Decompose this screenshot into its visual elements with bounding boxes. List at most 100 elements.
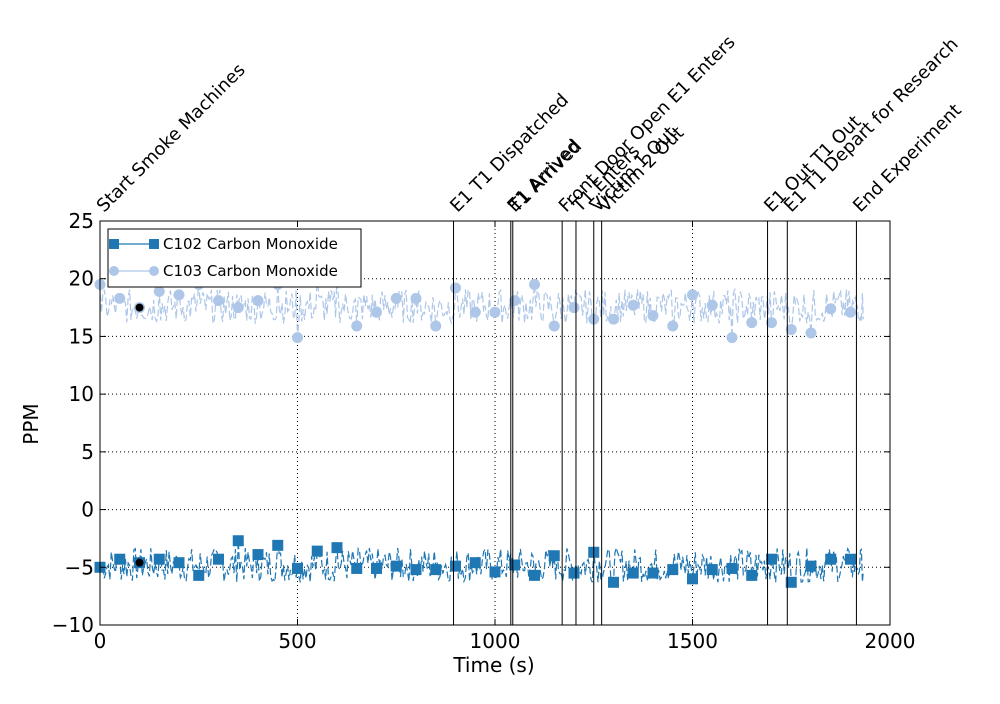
series-1-point — [410, 564, 422, 576]
series-2-point — [351, 320, 363, 332]
y-tick-label: −5 — [65, 555, 94, 579]
series-1-point — [193, 569, 205, 581]
series-2-point — [232, 302, 244, 314]
legend-marker — [109, 239, 119, 249]
series-1-point — [627, 567, 639, 579]
y-tick-label: 0 — [81, 498, 94, 522]
series-2-point — [548, 320, 560, 332]
series-2-point — [706, 299, 718, 311]
legend-box — [107, 228, 362, 288]
series-2-point — [430, 320, 442, 332]
series-1-point — [469, 557, 481, 569]
y-tick-label: 25 — [69, 209, 94, 233]
series-1-point — [706, 564, 718, 576]
series-1-point — [845, 553, 856, 565]
series-1-point — [371, 562, 382, 574]
legend-label: C102 Carbon Monoxide — [163, 235, 338, 253]
series-1-point — [213, 553, 224, 565]
series-2-point — [647, 310, 659, 322]
legend-marker — [149, 239, 159, 249]
event-label: Start Smoke Machines — [93, 60, 250, 217]
series-2-point — [687, 289, 698, 301]
grid — [100, 221, 890, 625]
legend-marker — [109, 266, 119, 276]
y-tick-label: 10 — [69, 382, 94, 406]
y-axis-label: PPM — [19, 403, 43, 444]
series-1-point — [805, 560, 817, 572]
y-tick-label: 15 — [69, 324, 94, 348]
annotation-point — [135, 558, 144, 567]
series-1-point — [489, 566, 501, 578]
y-tick-label: 5 — [81, 440, 94, 464]
series-2-point — [213, 295, 224, 307]
x-tick-label: 0 — [94, 629, 107, 653]
series-2-point — [726, 332, 738, 344]
series-1-point — [114, 553, 126, 565]
series-1-point — [568, 567, 580, 579]
series-1-point — [450, 560, 461, 572]
x-tick-label: 500 — [278, 629, 316, 653]
series-1-point — [351, 562, 363, 574]
series-2-point — [825, 303, 837, 315]
series-2-point — [371, 306, 382, 318]
x-tick-label: 2000 — [865, 629, 916, 653]
series-2-point — [450, 282, 461, 294]
event-lines — [453, 221, 857, 625]
tick-labels: 0 500 1000 1500 2000 −10 −5 0 5 10 15 20 25 — [52, 209, 916, 653]
series-1-point — [667, 564, 679, 576]
series-1-point — [746, 569, 758, 581]
series-2-point — [390, 292, 402, 304]
series-2-point — [509, 295, 521, 307]
series-1-point — [529, 569, 540, 581]
series-2-point — [292, 332, 303, 344]
series-2-point — [805, 327, 817, 339]
series-line-1 — [99, 540, 864, 584]
series-1-point — [825, 553, 837, 565]
series-1-point — [766, 553, 777, 565]
plot-frame — [99, 220, 891, 626]
series-2-point — [489, 306, 501, 318]
series-1-point — [311, 545, 323, 557]
series-2-point — [568, 302, 580, 314]
series-1-point — [687, 573, 698, 585]
series-1-point — [292, 562, 303, 574]
legend: C102 Carbon Monoxide C103 Carbon Monoxide — [107, 228, 362, 288]
x-tick-label: 1000 — [470, 629, 521, 653]
series-1-point — [173, 557, 185, 569]
series-1-point — [153, 553, 165, 565]
series-2-point — [252, 295, 264, 307]
series-line-2 — [99, 272, 864, 338]
series-1-point — [272, 539, 284, 551]
series-1-point — [726, 562, 738, 574]
y-tick-label: −10 — [52, 613, 94, 637]
series-2-point — [529, 278, 540, 290]
series-1-point — [390, 560, 402, 572]
x-axis-label: Time (s) — [452, 653, 534, 677]
series-2-point — [469, 306, 481, 318]
series-2-point — [627, 299, 639, 311]
series-1-point — [430, 564, 442, 576]
series-2-point — [410, 292, 422, 304]
series-2-point — [845, 306, 856, 318]
series-1-point — [647, 567, 659, 579]
x-tick-label: 1500 — [667, 629, 718, 653]
series-1-point — [331, 542, 343, 554]
series-1-point — [548, 550, 560, 562]
series-1-point — [252, 549, 264, 561]
legend-label: C103 Carbon Monoxide — [163, 262, 338, 280]
series-layer — [94, 267, 864, 588]
series-2-point — [785, 324, 797, 336]
legend-marker — [149, 266, 159, 276]
series-1-point — [232, 535, 244, 547]
series-1-point — [785, 576, 797, 588]
series-2-point — [173, 289, 185, 301]
series-2-point — [746, 317, 758, 329]
series-2-point — [153, 285, 165, 297]
y-tick-label: 20 — [69, 267, 94, 291]
annotation-point — [135, 303, 144, 312]
series-1-point — [509, 559, 521, 571]
series-2-point — [667, 320, 679, 332]
